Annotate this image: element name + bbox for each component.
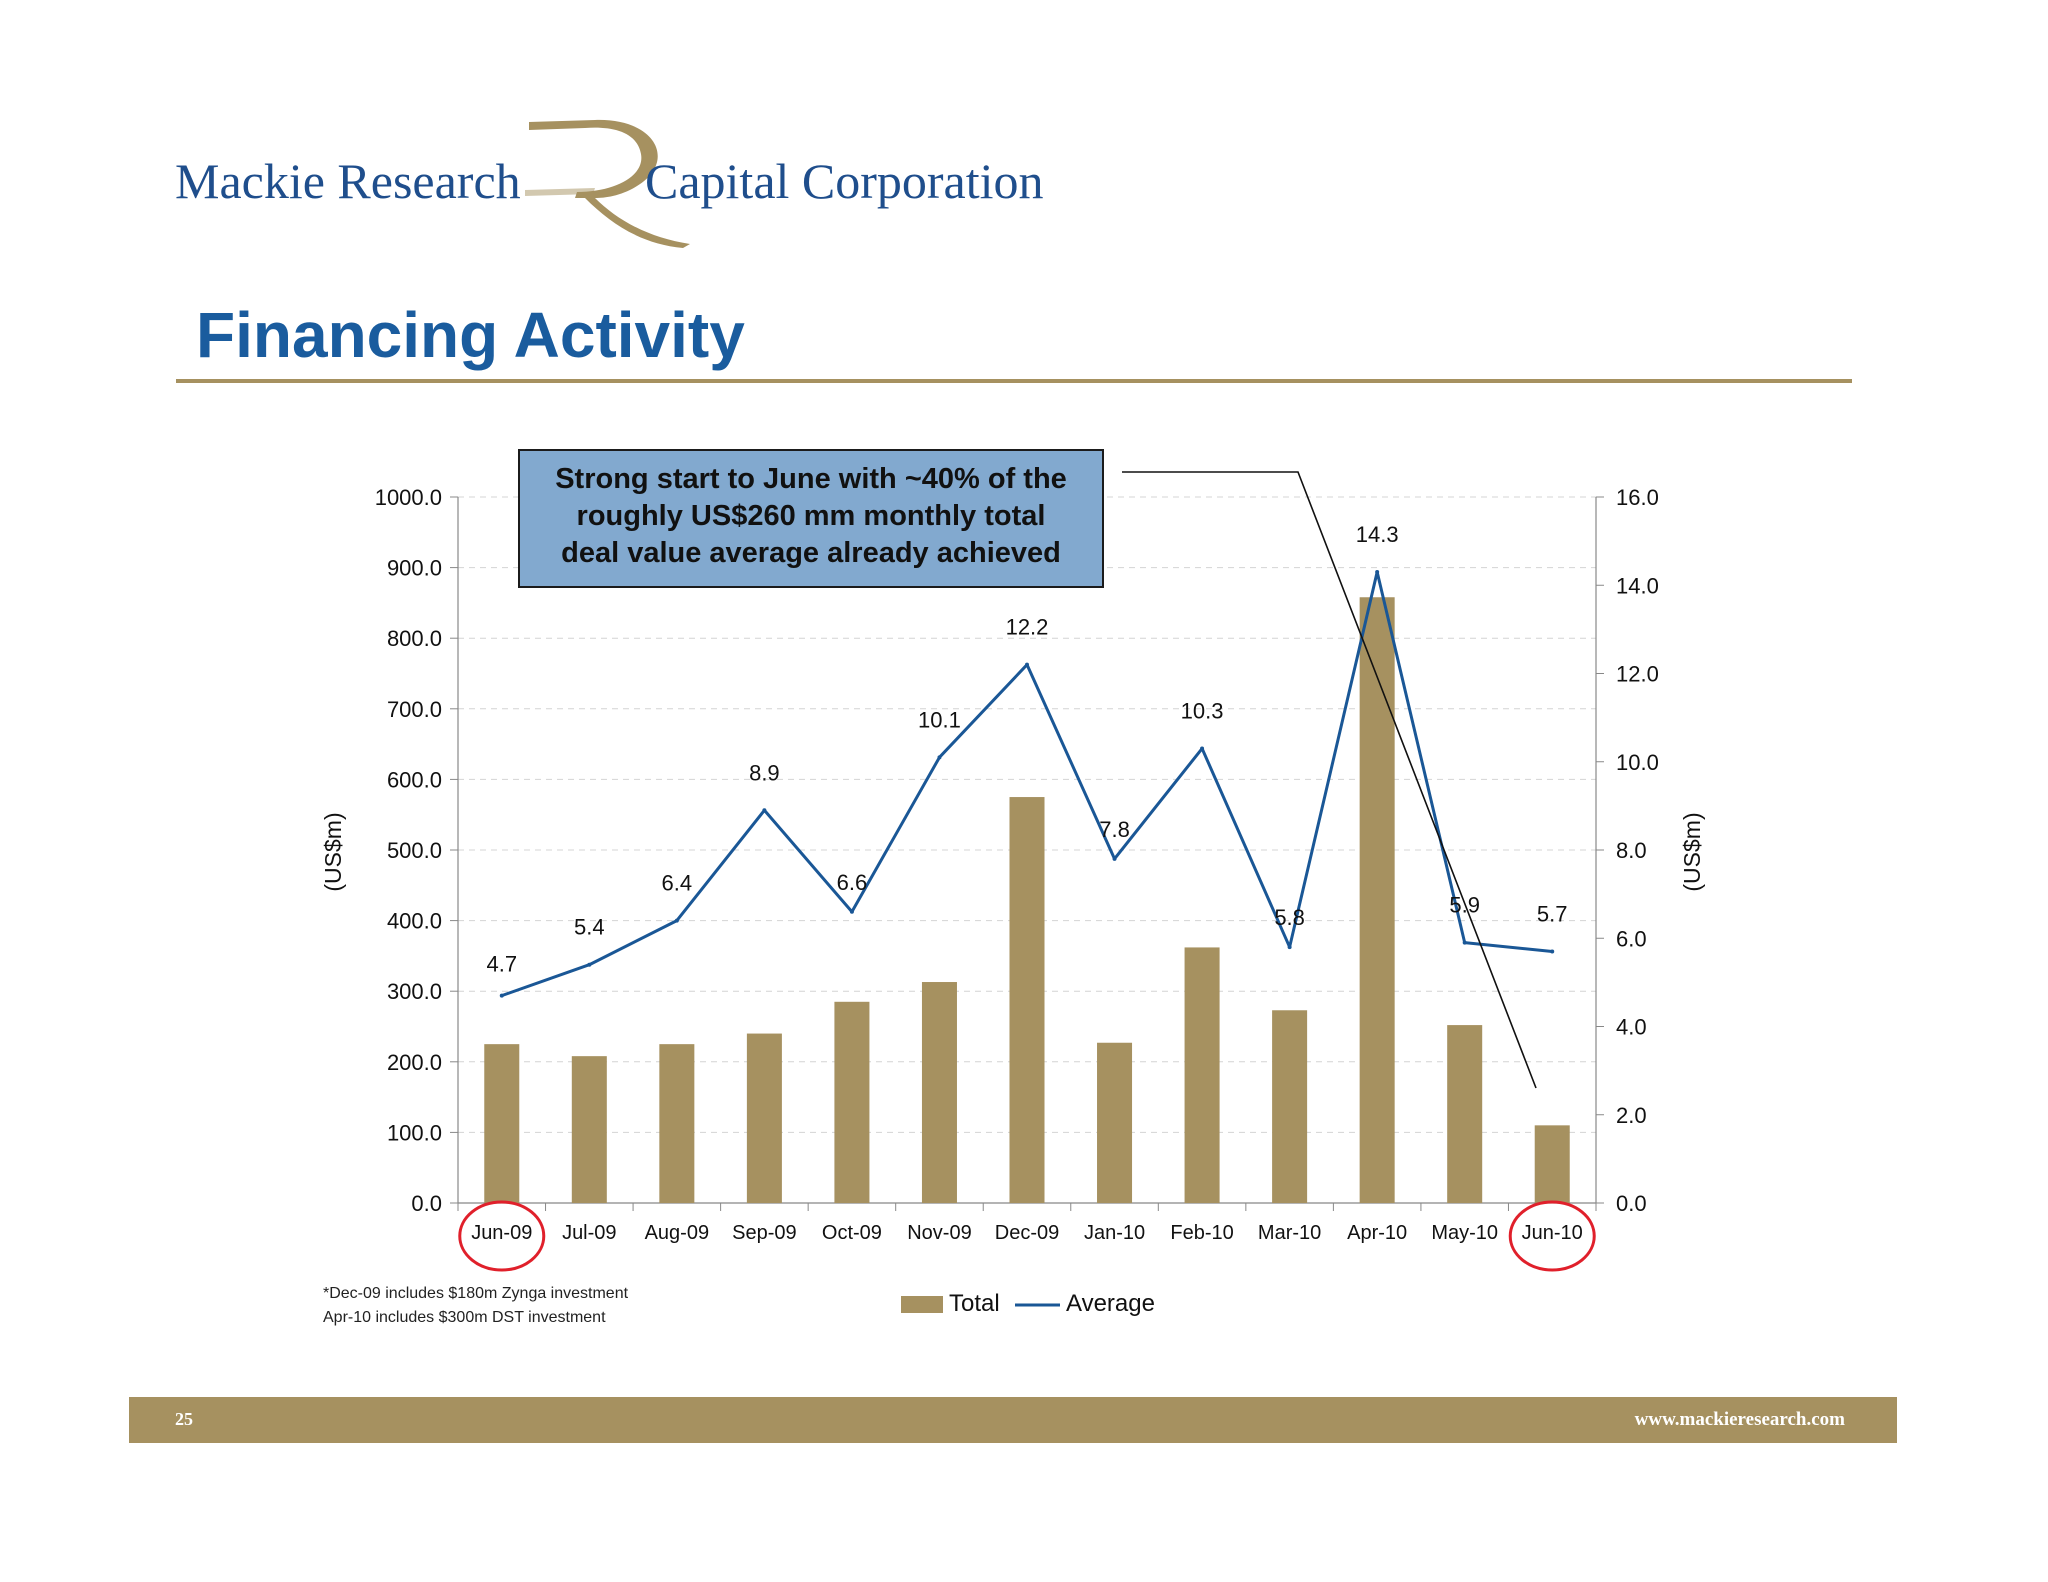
average-point	[1550, 949, 1555, 954]
highlight-circle	[458, 1200, 546, 1272]
x-tick-label: Nov-09	[907, 1222, 971, 1244]
bar-total	[1534, 1125, 1570, 1203]
footnote-apr10: Apr-10 includes $300m DST investment	[323, 1309, 606, 1326]
bar-total	[571, 1056, 607, 1203]
logo-right-text: Capital Corporation	[645, 153, 1044, 209]
bar-total	[746, 1033, 782, 1203]
y-tick-label: 600.0	[387, 767, 442, 792]
average-point	[762, 808, 767, 813]
logo-left-text: Mackie Research	[175, 153, 521, 209]
average-point	[587, 962, 592, 967]
x-tick-label: Dec-09	[995, 1222, 1059, 1244]
x-tick-label: Jul-09	[562, 1222, 616, 1244]
bar-total	[1184, 947, 1220, 1203]
y-tick-label: 800.0	[387, 626, 442, 651]
y2-axis-title: (US$m)	[1679, 812, 1705, 891]
average-data-label: 4.7	[486, 952, 517, 977]
r-monogram-icon	[525, 119, 690, 249]
footer-bar: 25 www.mackieresearch.com	[129, 1397, 1897, 1443]
bar-total	[1009, 797, 1045, 1203]
average-data-label: 5.8	[1274, 905, 1305, 930]
x-tick-label: Apr-10	[1347, 1222, 1407, 1244]
y2-tick-label: 16.0	[1616, 485, 1659, 510]
y2-tick-label: 12.0	[1616, 662, 1659, 687]
y2-tick-label: 2.0	[1616, 1103, 1647, 1128]
bar-total	[1272, 1010, 1308, 1203]
legend-label-average: Average	[1066, 1290, 1155, 1317]
bar-total	[834, 1001, 870, 1203]
y-axis-title: (US$m)	[320, 812, 346, 891]
y-tick-label: 0.0	[411, 1191, 442, 1216]
x-tick-label: Sep-09	[732, 1222, 797, 1244]
callout-connector	[1122, 471, 1537, 1089]
average-point	[1200, 746, 1205, 751]
average-point	[1287, 945, 1292, 950]
x-tick-label: Jun-10	[1522, 1222, 1583, 1244]
average-data-label: 5.4	[574, 915, 605, 940]
y-tick-label: 500.0	[387, 838, 442, 863]
bar-total	[1097, 1042, 1133, 1203]
highlight-circle	[1508, 1200, 1596, 1272]
callout-line: deal value average already achieved	[561, 537, 1061, 569]
page-title: Financing Activity	[196, 299, 745, 371]
y2-tick-label: 10.0	[1616, 750, 1659, 775]
bar-total	[1359, 597, 1395, 1203]
y-tick-label: 300.0	[387, 979, 442, 1004]
y2-tick-label: 14.0	[1616, 573, 1659, 598]
legend-swatch-total	[901, 1296, 943, 1313]
footnote-dec09: *Dec-09 includes $180m Zynga investment	[323, 1285, 629, 1302]
average-point	[849, 909, 854, 914]
y-tick-label: 900.0	[387, 556, 442, 581]
average-data-label: 10.1	[918, 707, 961, 732]
company-logo: Mackie Research Capital Corporation	[170, 110, 1070, 260]
x-tick-label: Oct-09	[822, 1222, 882, 1244]
x-tick-label: May-10	[1431, 1222, 1498, 1244]
financing-chart: 0.0 100.0 200.0 300.0 400.0 500.0 600.0 700.0 80…	[320, 471, 1705, 1317]
y2-tick-label: 8.0	[1616, 838, 1647, 863]
average-point	[1112, 856, 1117, 861]
y-tick-label: 100.0	[387, 1120, 442, 1145]
bar-total	[921, 982, 957, 1203]
average-data-label: 6.6	[837, 870, 868, 895]
y2-tick-label: 6.0	[1616, 926, 1647, 951]
y2-tick-label: 4.0	[1616, 1015, 1647, 1040]
callout-box: Strong start to June with ~40% of the ro…	[518, 449, 1104, 588]
bar-total	[659, 1044, 695, 1203]
legend-label-total: Total	[949, 1290, 1000, 1317]
average-point	[1025, 662, 1029, 667]
footer-url[interactable]: www.mackieresearch.com	[1634, 1409, 1845, 1430]
page-number: 25	[175, 1409, 193, 1429]
average-data-label: 8.9	[749, 760, 780, 785]
average-point	[1462, 940, 1467, 945]
y-tick-label: 1000.0	[375, 485, 442, 510]
average-point	[937, 755, 942, 760]
y-tick-label: 400.0	[387, 909, 442, 934]
bar-total	[484, 1044, 520, 1203]
callout-line: Strong start to June with ~40% of the	[555, 463, 1067, 495]
callout-line: roughly US$260 mm monthly total	[576, 500, 1046, 532]
x-tick-label: Jun-09	[471, 1222, 532, 1244]
average-point	[499, 993, 504, 998]
x-tick-label: Aug-09	[645, 1222, 710, 1244]
average-data-label: 7.8	[1099, 817, 1130, 842]
average-data-label: 10.3	[1181, 699, 1224, 724]
bar-total	[1447, 1025, 1483, 1203]
average-data-label: 12.2	[1006, 615, 1049, 640]
x-tick-label: Jan-10	[1084, 1222, 1145, 1244]
average-data-label: 6.4	[662, 871, 693, 896]
x-tick-label: Feb-10	[1170, 1222, 1233, 1244]
title-divider	[176, 379, 1852, 383]
y-tick-label: 700.0	[387, 697, 442, 722]
average-point	[674, 918, 679, 923]
average-point	[1375, 570, 1380, 575]
x-tick-label: Mar-10	[1258, 1222, 1321, 1244]
average-data-label: 5.7	[1537, 901, 1568, 926]
y2-tick-label: 0.0	[1616, 1191, 1647, 1216]
average-data-label: 14.3	[1356, 522, 1399, 547]
y-tick-label: 200.0	[387, 1050, 442, 1075]
